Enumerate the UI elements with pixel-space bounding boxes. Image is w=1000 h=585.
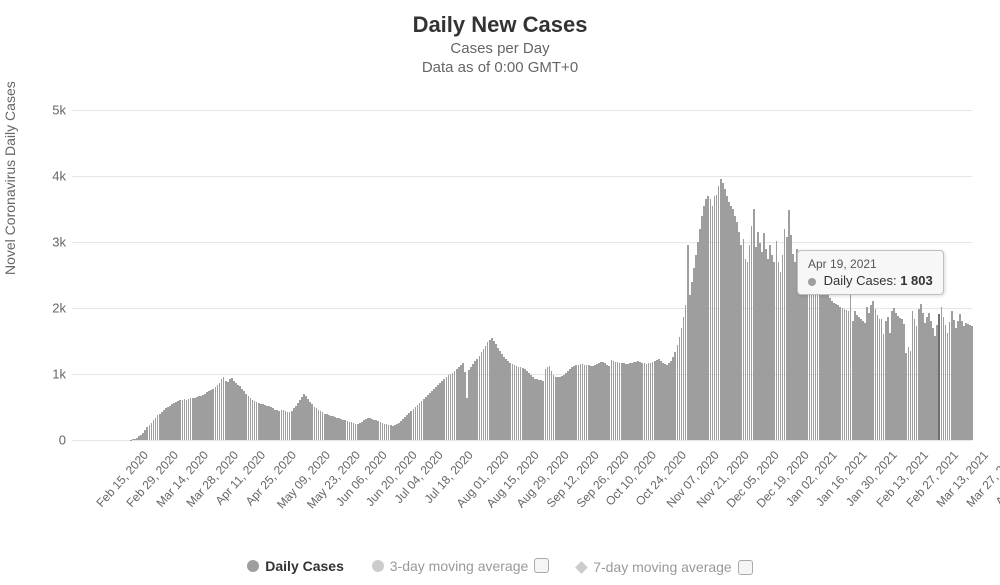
legend-checkbox[interactable] bbox=[534, 558, 549, 573]
legend: Daily Cases 3-day moving average 7-day m… bbox=[0, 558, 1000, 576]
chart-subtitle-1: Cases per Day bbox=[0, 40, 1000, 57]
legend-marker-circle-icon bbox=[372, 560, 384, 572]
tooltip-marker-icon bbox=[808, 278, 816, 286]
chart-title: Daily New Cases bbox=[0, 12, 1000, 38]
y-tick-label: 2k bbox=[26, 301, 66, 316]
tooltip: Apr 19, 2021 Daily Cases: 1 803 bbox=[797, 250, 944, 295]
legend-marker-circle-icon bbox=[247, 560, 259, 572]
y-tick-label: 1k bbox=[26, 367, 66, 382]
tooltip-value: 1 803 bbox=[900, 273, 933, 288]
x-tick-labels: Feb 15, 2020Feb 29, 2020Mar 14, 2020Mar … bbox=[72, 444, 972, 534]
legend-item-daily-cases[interactable]: Daily Cases bbox=[247, 558, 344, 574]
chart-container: Daily New Cases Cases per Day Data as of… bbox=[0, 0, 1000, 585]
y-axis-label: Novel Coronavirus Daily Cases bbox=[2, 81, 18, 275]
bar[interactable] bbox=[971, 326, 973, 440]
y-tick-label: 4k bbox=[26, 169, 66, 184]
legend-item-3day[interactable]: 3-day moving average bbox=[372, 558, 550, 574]
legend-label: 3-day moving average bbox=[390, 558, 529, 574]
legend-item-7day[interactable]: 7-day moving average bbox=[577, 559, 753, 575]
legend-label: Daily Cases bbox=[265, 558, 344, 574]
tooltip-date: Apr 19, 2021 bbox=[808, 257, 933, 271]
legend-checkbox[interactable] bbox=[738, 560, 753, 575]
legend-marker-diamond-icon bbox=[575, 561, 588, 574]
chart-subtitle-2: Data as of 0:00 GMT+0 bbox=[0, 59, 1000, 76]
y-tick-label: 5k bbox=[26, 103, 66, 118]
y-tick-label: 0 bbox=[26, 433, 66, 448]
chart-titles: Daily New Cases Cases per Day Data as of… bbox=[0, 0, 1000, 76]
tooltip-row: Daily Cases: 1 803 bbox=[808, 273, 933, 288]
tooltip-series-label: Daily Cases: bbox=[824, 273, 897, 288]
legend-label: 7-day moving average bbox=[593, 559, 732, 575]
gridline bbox=[72, 440, 972, 441]
y-tick-label: 3k bbox=[26, 235, 66, 250]
